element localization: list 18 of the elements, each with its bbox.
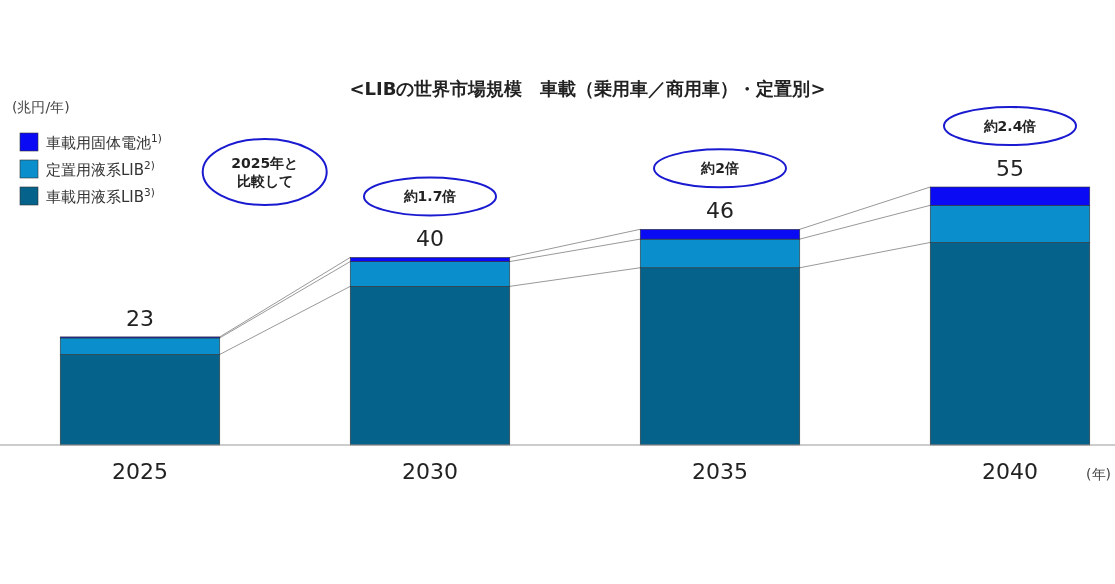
text: (兆円/年) (12, 99, 70, 115)
annotation: 2025年と比較して (231, 155, 299, 189)
legend-label: 車載用固体電池$^{1)}$ (46, 132, 162, 152)
legend-label: 定置用液系LIB$^{2)}$ (46, 159, 155, 179)
annotation: 40 (416, 226, 444, 252)
legend-label: 車載用液系LIB$^{3)}$ (46, 186, 155, 206)
x-tick-label: 2025 (112, 459, 168, 484)
x-tick-label: 2030 (402, 459, 458, 484)
text: 約2.4倍 (982, 118, 1037, 134)
text: 55 (996, 156, 1024, 181)
annotation: 約1.7倍 (402, 188, 457, 205)
chart-title: <LIBの世界市場規模 車載（乗用車／商用車）・定置別> (349, 78, 826, 99)
annotation: 23 (126, 305, 154, 331)
text: 約2倍 (700, 160, 739, 177)
x-tick-label: 2035 (692, 459, 748, 484)
annotation: 46 (706, 198, 734, 224)
x-tick-label: 2040 (982, 459, 1038, 484)
x-axis-title: (年) (1086, 466, 1111, 482)
